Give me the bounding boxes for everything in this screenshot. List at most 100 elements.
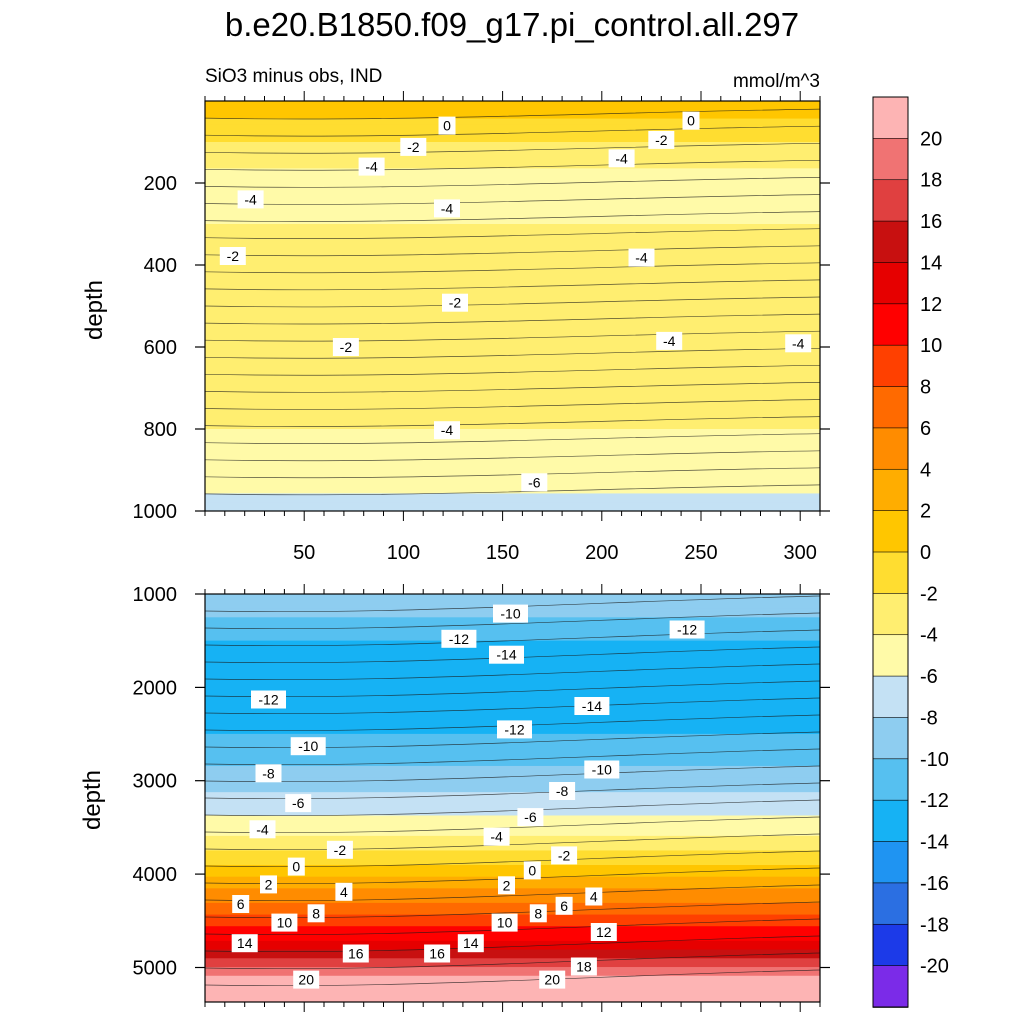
fill-band [205,675,820,680]
fill-band [205,862,820,866]
fill-band [205,297,820,301]
fill-band [205,821,820,825]
contour-label-box [549,782,576,800]
fill-band [205,602,820,607]
fill-band [205,429,820,433]
colorbar-box [872,179,909,222]
contour-label: -12 [504,721,524,737]
fill-band [205,241,820,246]
contour-line [205,969,820,987]
fill-band [205,150,820,155]
fill-band [205,238,820,243]
fill-band [205,902,820,907]
contour-label-box [555,896,573,915]
contour-label-box [648,130,675,149]
colorbar-box [872,675,909,719]
subtitle-right: mmol/m^3 [733,71,820,92]
y-tick-label: 600 [144,337,177,359]
fill-band [205,757,820,761]
fill-band [205,789,820,793]
contour-label-box [669,620,705,639]
contour-label-box [483,827,510,846]
fill-band [205,838,820,843]
colorbar-box [872,882,909,926]
contour-label: 2 [503,877,511,893]
fill-band [205,232,820,237]
contour-label-box [434,421,460,440]
fill-band [205,314,820,319]
fill-band [205,771,820,776]
fill-band [205,136,820,140]
contour-label-box [539,970,566,989]
fill-band [205,382,820,386]
fill-band [205,666,820,671]
contour-label-box [251,690,286,709]
contour-label: 0 [443,118,451,134]
colorbar-tick-label: -20 [920,956,949,978]
fill-band [205,300,820,304]
y-tick-label: 2000 [133,677,178,699]
contour-label: -2 [227,248,240,264]
contour-line [205,467,820,479]
chart-title: b.e20.B1850.f09_g17.pi_control.all.297 [225,6,799,43]
contour-label-box [517,808,544,827]
contour-label: -2 [558,847,571,863]
colorbar-tick-label: -8 [920,708,938,730]
fill-band [205,376,820,380]
contour-line [205,313,820,325]
fill-band [205,221,820,225]
contour-line [205,347,820,359]
contour-label: 10 [277,915,293,931]
contour-label: -4 [490,829,503,845]
y-tick-label: 800 [144,419,177,441]
contour-label-box [457,934,484,953]
fill-band [205,736,820,741]
fill-band [205,637,820,642]
colorbar-tick-label: 6 [920,418,931,440]
contour-label: 20 [298,972,314,988]
colorbar-box [872,923,909,967]
fill-band [205,139,820,143]
fill-band [205,458,820,462]
contour-label-box [498,876,515,895]
x-tick-label: 150 [486,542,519,564]
fill-band [205,358,820,363]
contour-label-box [434,199,460,218]
colorbar-tick-label: -10 [920,749,949,771]
fill-band [205,669,820,674]
contour-label: -2 [340,339,353,355]
fill-band [205,859,820,863]
fill-band [205,987,820,991]
fill-band [205,224,820,228]
contour-line [205,211,820,222]
fill-band [205,390,820,395]
contour-label: -8 [556,783,569,799]
contour-line [205,194,820,205]
contour-label: -12 [258,692,278,708]
x-tick-label: 250 [684,542,717,564]
fill-band [205,806,820,811]
fill-band [205,748,820,752]
fill-band [205,972,820,977]
colorbar-tick-label: -4 [920,625,938,647]
fill-band [205,809,820,814]
fill-band [205,900,820,904]
colorbar-box [872,303,909,346]
contour-label: 18 [576,959,592,975]
y-tick-label: 1000 [133,501,178,523]
contour-label-box [424,944,451,963]
contour-line [205,765,820,783]
fill-band [205,867,820,872]
colorbar-box [872,593,909,636]
fill-band [205,701,820,706]
fill-band [205,508,820,511]
contour-line [205,330,820,342]
contour-label-box [493,604,528,623]
contour-label-box [342,944,369,963]
fill-band [205,452,820,456]
fill-band [205,698,820,703]
fill-band [205,856,820,860]
fill-band [205,996,820,1000]
colorbar-tick-label: 20 [920,128,942,150]
fill-band [205,373,820,377]
